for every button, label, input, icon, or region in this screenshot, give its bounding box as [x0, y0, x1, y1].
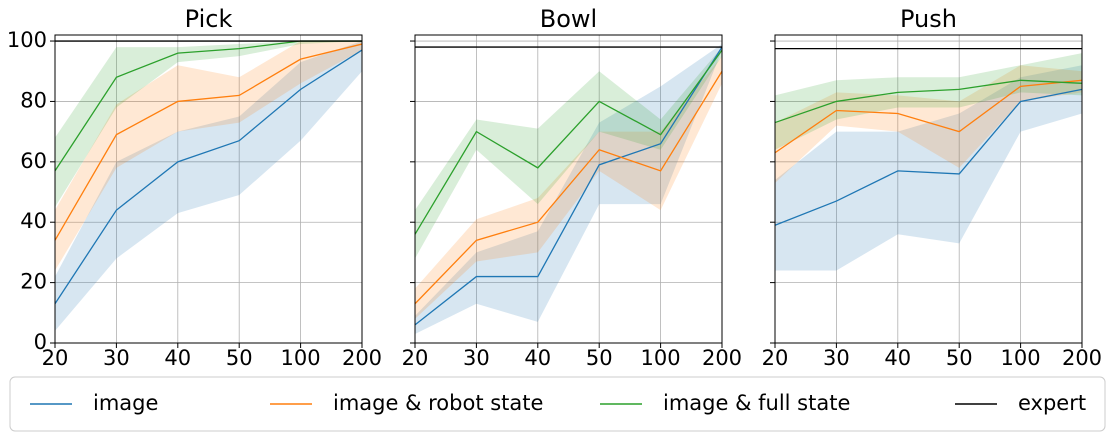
legend-box — [9, 376, 1106, 432]
x-tick-label: 200 — [1062, 346, 1102, 370]
x-tick-label: 20 — [42, 346, 69, 370]
error-band — [775, 53, 1082, 150]
x-tick-label: 40 — [164, 346, 191, 370]
y-tick-label: 20 — [20, 270, 47, 294]
line — [414, 49, 723, 235]
legend-label: image — [93, 391, 158, 415]
error-band — [55, 41, 362, 208]
x-tick-label: 20 — [762, 346, 789, 370]
x-tick-label: 100 — [1001, 346, 1041, 370]
line — [414, 70, 723, 305]
y-tick-label: 40 — [20, 209, 47, 233]
chart-title: Push — [900, 5, 957, 33]
error-band — [415, 56, 722, 319]
line — [54, 43, 363, 241]
error-band — [775, 65, 1082, 183]
x-tick-label: 200 — [702, 346, 742, 370]
x-tick-label: 50 — [946, 346, 973, 370]
x-tick-label: 20 — [402, 346, 429, 370]
y-tick-label: 80 — [20, 88, 47, 112]
line — [414, 46, 723, 326]
y-tick-label: 60 — [20, 149, 47, 173]
legend-label: image & robot state — [333, 391, 543, 415]
x-tick-label: 30 — [463, 346, 490, 370]
plot-frame — [54, 34, 363, 344]
plot-frame — [774, 34, 1083, 344]
error-band — [55, 41, 362, 271]
x-tick-label: 200 — [342, 346, 382, 370]
chart-title: Pick — [185, 5, 233, 33]
error-band — [415, 44, 722, 334]
x-tick-label: 40 — [524, 346, 551, 370]
plot-frame — [414, 34, 723, 344]
x-tick-label: 40 — [884, 346, 911, 370]
line — [54, 49, 363, 305]
line — [774, 88, 1083, 226]
error-band — [775, 65, 1082, 271]
x-tick-label: 100 — [281, 346, 321, 370]
legend-label: image & full state — [663, 391, 850, 415]
y-tick-label: 100 — [7, 28, 47, 52]
legend-label: expert — [1018, 391, 1086, 415]
error-band — [55, 41, 362, 331]
line — [774, 79, 1083, 124]
chart-title: Bowl — [540, 5, 597, 33]
x-tick-label: 50 — [226, 346, 253, 370]
error-band — [415, 47, 722, 259]
x-tick-label: 100 — [641, 346, 681, 370]
x-tick-label: 30 — [823, 346, 850, 370]
x-tick-label: 30 — [103, 346, 130, 370]
y-tick-label: 0 — [34, 330, 47, 354]
line — [774, 79, 1083, 154]
x-tick-label: 50 — [586, 346, 613, 370]
